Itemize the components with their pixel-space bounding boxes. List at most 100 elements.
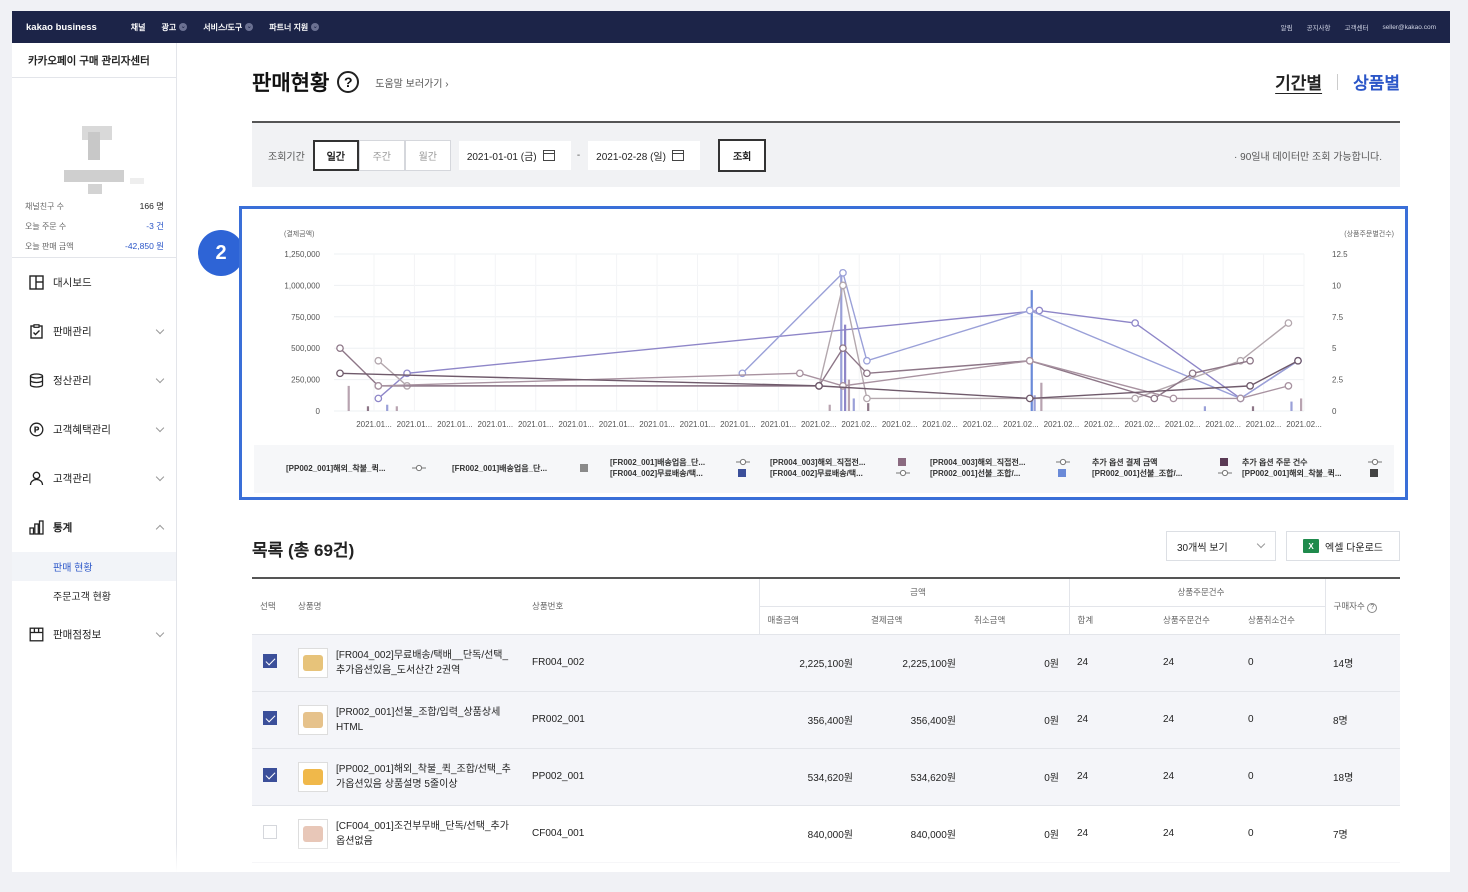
chart-svg: (결제금액) (상품주문별건수) 1,250,000 12.5 1,000,000 10 7… <box>254 229 1394 493</box>
help-center-link[interactable]: 고객센터 <box>1344 25 1369 32</box>
period-daily-button[interactable]: 일간 <box>312 139 359 171</box>
y-left-tick-label: 250,000 <box>291 376 320 385</box>
product-name[interactable]: [FR004_002]무료배송/택배__단독/선택_추가옵션있음_도서산간 2권… <box>336 649 509 676</box>
x-tick-label: 2021.02... <box>1084 420 1120 429</box>
legend-label: 추가 옵션 결제 금액 <box>1092 457 1158 467</box>
col-group-orders: 상품주문건수 <box>1068 578 1326 607</box>
list-title: 목록 (총 69건) <box>252 541 355 560</box>
table-row[interactable]: [FR004_002]무료배송/택배__단독/선택_추가옵션있음_도서산간 2권… <box>252 634 1400 692</box>
sidebar-subitem-order-customers[interactable]: 주문고객 현황 <box>53 592 111 603</box>
legend-marker <box>739 458 747 466</box>
database-icon <box>29 373 44 388</box>
sidebar-item-sales[interactable]: 판매관리 <box>12 307 176 356</box>
help-link[interactable]: 도움말 보러가기 › <box>375 78 449 90</box>
row-checkbox[interactable] <box>263 825 277 839</box>
calendar-icon <box>671 149 684 161</box>
row-checkbox[interactable] <box>263 654 277 668</box>
sidebar-item-stats[interactable]: 통계 <box>12 503 176 552</box>
period-weekly-button[interactable]: 주간 <box>358 139 405 171</box>
legend-label: [PR004_003]해외_직접전... <box>930 457 1026 467</box>
help-icon[interactable]: ? <box>337 71 360 93</box>
product-name[interactable]: [PP002_001]해외_착불_퀵_조합/선택_추가옵션있음 상품설명 5줄이… <box>336 763 511 790</box>
product-cell: [PP002_001]해외_착불_퀵_조합/선택_추가옵션있음 상품설명 5줄이… <box>290 748 524 806</box>
search-button[interactable]: 조회 <box>718 138 767 172</box>
x-tick-label: 2021.01... <box>397 420 433 429</box>
chart-bar <box>386 404 389 411</box>
y-right-tick-label: 10 <box>1332 281 1341 290</box>
period-monthly-button[interactable]: 월간 <box>404 139 451 171</box>
legend-marker <box>1059 458 1067 466</box>
profile-avatar <box>12 78 176 194</box>
top-menu-partner[interactable]: 파트너 지원 ⌄ <box>269 22 320 32</box>
top-menu-channel[interactable]: 채널 <box>130 22 146 32</box>
notice-link[interactable]: 공지사항 <box>1306 25 1331 32</box>
col-sales: 매출금액 <box>758 606 863 635</box>
series-point <box>863 369 871 378</box>
start-date-input[interactable]: 2021-01-01 (금) <box>458 140 571 170</box>
top-menu-services[interactable]: 서비스/도구 ⌄ <box>203 22 254 32</box>
excel-download-button[interactable]: X 엑셀 다운로드 <box>1286 531 1400 561</box>
product-code: PR002_001 <box>524 691 759 749</box>
legend-swatch <box>1220 458 1228 466</box>
order-total: 24 <box>1069 634 1155 692</box>
page-size-select[interactable]: 30개씩 보기 <box>1166 531 1276 561</box>
series-point <box>1246 356 1254 365</box>
row-select <box>252 691 290 749</box>
series-point <box>336 369 344 378</box>
product-thumbnail <box>298 647 328 678</box>
top-menu-ads[interactable]: 광고 ⌄ <box>161 22 188 32</box>
x-tick-label: 2021.02... <box>1003 420 1039 429</box>
legend-swatch <box>738 469 746 477</box>
legend-label: [FR004_002]무료배송/택... <box>770 468 863 478</box>
series-point <box>1150 394 1159 403</box>
sidebar-item-store-info[interactable]: 판매점정보 <box>12 610 176 659</box>
x-tick-label: 2021.02... <box>1205 420 1241 429</box>
x-tick-label: 2021.01... <box>599 420 635 429</box>
sidebar-item-benefits[interactable]: P 고객혜택관리 <box>12 405 176 454</box>
sidebar-item-customers[interactable]: 고객관리 <box>12 454 176 503</box>
cancel-amount: 0원 <box>966 691 1069 749</box>
product-name[interactable]: [PR002_001]선불_조합/입력_상품상세 HTML <box>336 706 501 733</box>
buyer-count: 14명 <box>1325 634 1400 692</box>
series-point <box>1169 394 1178 403</box>
col-select: 선택 <box>252 578 290 635</box>
col-group-amount: 금액 <box>758 578 1070 607</box>
col-buyers: 구매자수 ? <box>1325 578 1400 635</box>
end-date-input[interactable]: 2021-02-28 (일) <box>588 140 701 170</box>
row-checkbox[interactable] <box>263 711 277 725</box>
product-name[interactable]: [CF004_001]조건부무배_단독/선택_추가옵션없음 <box>336 820 509 847</box>
product-thumbnail <box>298 761 328 792</box>
y-left-tick-label: 750,000 <box>291 313 320 322</box>
notifications-link[interactable]: 알림 <box>1280 25 1293 32</box>
sidebar-item-dashboard[interactable]: 대시보드 <box>12 258 176 307</box>
y-axis-left-label: (결제금액) <box>284 229 314 238</box>
series-line <box>741 271 1299 400</box>
x-tick-label: 2021.02... <box>1286 420 1322 429</box>
series-point <box>374 394 383 403</box>
paid-amount: 2,225,100원 <box>863 634 966 692</box>
table-row[interactable]: [PP002_001]해외_착불_퀵_조합/선택_추가옵션있음 상품설명 5줄이… <box>252 748 1400 806</box>
sidebar-item-settlement[interactable]: 정산관리 <box>12 356 176 405</box>
legend-marker <box>415 464 423 472</box>
product-cell: [FR004_002]무료배송/택배__단독/선택_추가옵션있음_도서산간 2권… <box>290 634 524 692</box>
col-name: 상품명 <box>290 578 524 635</box>
series-point <box>863 394 871 403</box>
table-row[interactable]: [PR002_001]선불_조합/입력_상품상세 HTML PR002_001 35… <box>252 691 1400 749</box>
brand-logo[interactable]: kakao business <box>26 21 97 33</box>
sidebar-subitem-sales-status[interactable]: 판매 현황 <box>12 552 176 581</box>
series-point <box>374 382 383 390</box>
account-menu[interactable]: seller@kakao.com <box>1382 23 1436 31</box>
tab-by-product[interactable]: 상품별 <box>1353 74 1400 93</box>
tab-by-period[interactable]: 기간별 <box>1275 74 1323 93</box>
chevron-down-icon <box>155 374 165 384</box>
legend-label: [FR002_001]배송업음_단... <box>452 463 547 473</box>
legend-label: [PR004_003]해외_직접전... <box>770 457 866 467</box>
x-tick-label: 2021.01... <box>437 420 473 429</box>
cancel-amount: 0원 <box>966 634 1069 692</box>
row-checkbox[interactable] <box>263 768 277 782</box>
chart-bar <box>1251 406 1255 411</box>
info-icon[interactable]: ? <box>1367 602 1378 613</box>
legend-marker <box>1221 469 1229 477</box>
chevron-down-icon <box>155 325 165 335</box>
sales-amount: 534,620원 <box>759 748 863 806</box>
